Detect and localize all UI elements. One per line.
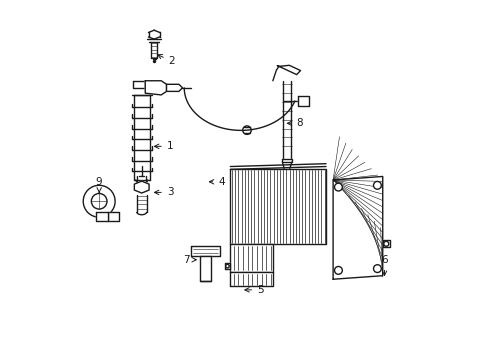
Polygon shape	[200, 256, 210, 281]
Text: 9: 9	[96, 177, 102, 193]
Circle shape	[110, 213, 117, 220]
Circle shape	[334, 183, 342, 191]
Text: 1: 1	[154, 141, 173, 151]
Polygon shape	[145, 81, 166, 95]
Polygon shape	[224, 263, 230, 269]
Circle shape	[373, 181, 381, 189]
Polygon shape	[230, 244, 272, 272]
Polygon shape	[282, 159, 291, 162]
Text: 8: 8	[287, 118, 302, 128]
Text: 7: 7	[183, 255, 196, 265]
Text: 4: 4	[209, 177, 224, 187]
Polygon shape	[277, 65, 300, 75]
Circle shape	[225, 264, 229, 268]
Polygon shape	[191, 246, 219, 256]
Text: 2: 2	[157, 55, 175, 66]
Polygon shape	[108, 212, 119, 221]
Circle shape	[373, 265, 381, 273]
Polygon shape	[134, 181, 149, 193]
Polygon shape	[230, 272, 272, 286]
Text: 6: 6	[381, 255, 387, 275]
Polygon shape	[230, 169, 325, 244]
Polygon shape	[332, 176, 382, 279]
Polygon shape	[298, 96, 308, 106]
Polygon shape	[96, 212, 108, 221]
Text: 3: 3	[154, 188, 173, 197]
Text: 5: 5	[244, 285, 263, 295]
Polygon shape	[382, 240, 389, 247]
Circle shape	[383, 241, 388, 246]
Circle shape	[334, 266, 342, 274]
Polygon shape	[166, 84, 182, 91]
Polygon shape	[133, 81, 145, 88]
